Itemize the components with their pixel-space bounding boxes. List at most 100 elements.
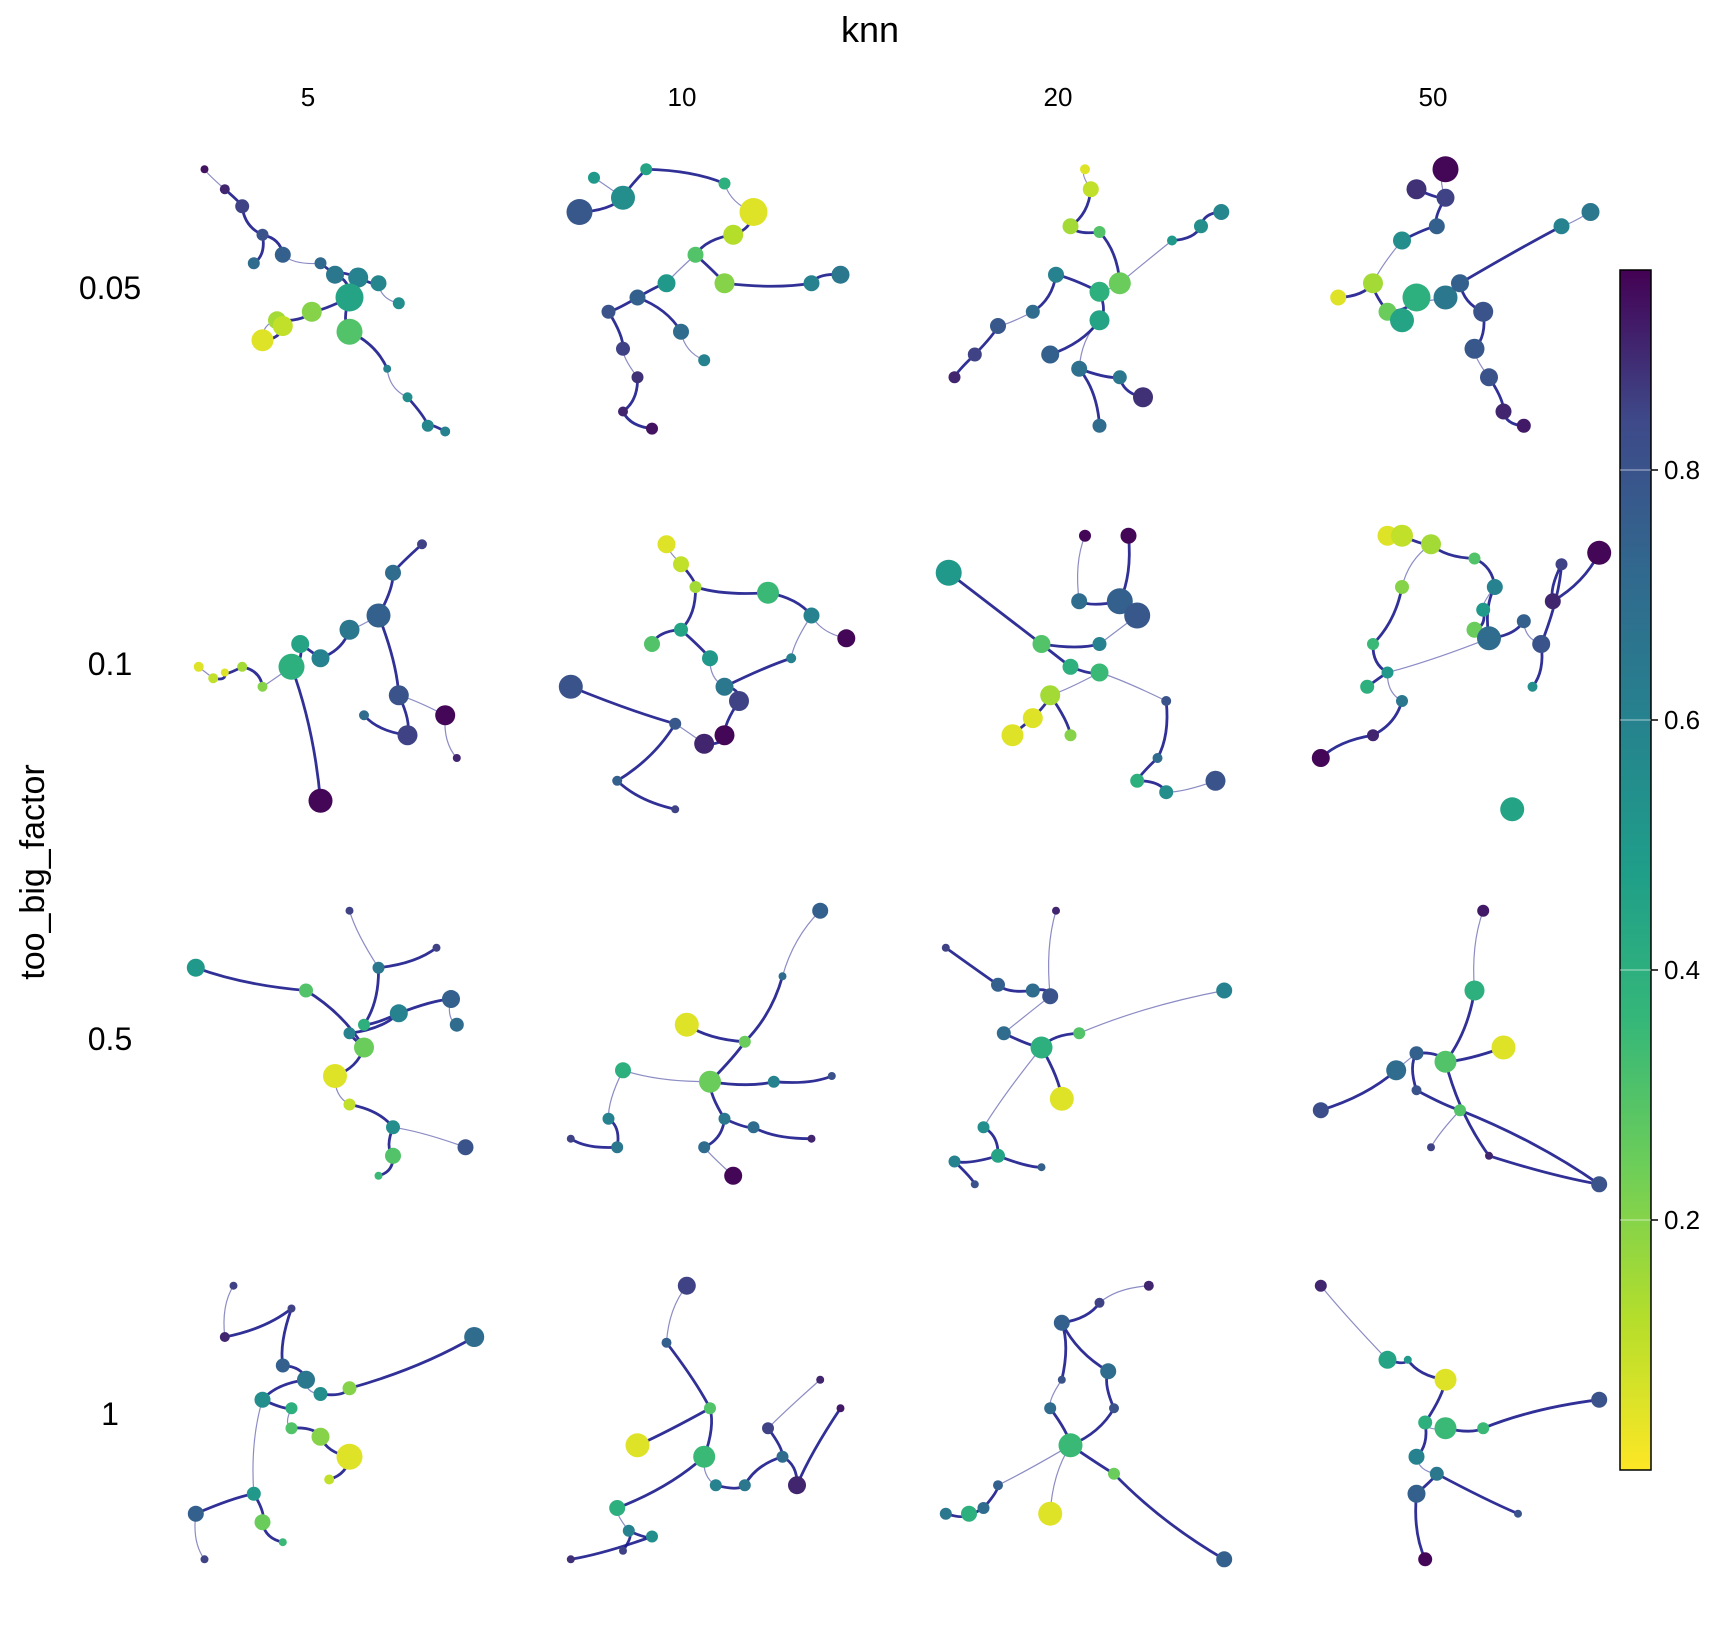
graph-node (343, 1027, 356, 1040)
graph-edge (1156, 700, 1169, 759)
graph-node (786, 653, 797, 664)
graph-node (718, 177, 731, 190)
graph-node (1001, 724, 1024, 747)
graph-edge (1003, 995, 1051, 1034)
column-label-10: 10 (668, 82, 697, 112)
graph-node (1030, 1036, 1053, 1059)
graph-node (314, 257, 327, 270)
graph-node (385, 564, 401, 581)
graph-node (1480, 368, 1498, 387)
graph-node (1025, 304, 1040, 319)
graph-node (1495, 403, 1512, 420)
panel-r2-c2 (941, 906, 1233, 1189)
graph-node (1378, 1350, 1397, 1369)
graph-node (939, 1507, 952, 1520)
graph-node (611, 185, 635, 210)
graph-node (440, 426, 451, 437)
graph-node (1477, 1422, 1490, 1435)
graph-node (254, 1391, 271, 1408)
graph-node (644, 636, 660, 652)
graph-node (704, 1402, 716, 1415)
panel-r1-c2 (935, 527, 1226, 800)
graph-node (1396, 695, 1408, 707)
graph-node (1408, 1448, 1425, 1465)
graph-node (1037, 1163, 1046, 1172)
graph-node (297, 1370, 315, 1389)
graph-node (612, 775, 623, 786)
graph-node (1464, 980, 1485, 1001)
graph-node (996, 1026, 1011, 1041)
graph-node (714, 725, 735, 746)
graph-node (1473, 301, 1494, 322)
graph-edge (1320, 1069, 1398, 1112)
graph-node (1094, 1297, 1105, 1308)
panel-r3-c1 (566, 1276, 845, 1564)
graph-node (308, 788, 333, 813)
graph-edge (982, 1047, 1042, 1128)
graph-node (1427, 1143, 1435, 1152)
graph-node (1073, 1027, 1086, 1040)
graph-node (278, 653, 305, 680)
graph-node (967, 347, 982, 362)
graph-node (640, 163, 653, 176)
graph-node (383, 364, 392, 373)
panel-r3-c2 (939, 1280, 1233, 1568)
graph-node (343, 1098, 356, 1111)
graph-node (1390, 308, 1414, 333)
graph-node (1421, 534, 1441, 555)
graph-node (254, 1514, 271, 1531)
graph-node (1090, 663, 1109, 682)
graph-edge (637, 296, 683, 333)
graph-edge (781, 910, 821, 977)
graph-node (421, 419, 434, 432)
graph-edge (795, 1407, 842, 1486)
graph-node (1133, 387, 1153, 408)
graph-node (1491, 1035, 1516, 1060)
graph-node (991, 1148, 1005, 1163)
graph-node (187, 1505, 204, 1522)
graph-node (1393, 231, 1411, 250)
graph-node (385, 1147, 401, 1164)
graph-node (1032, 635, 1051, 653)
panel-r0-c0 (200, 165, 451, 437)
graph-node (738, 1479, 751, 1492)
colorbar-tick-label: 0.8 (1664, 455, 1700, 485)
graph-node (1402, 283, 1431, 312)
graph-edge (1320, 1285, 1388, 1361)
graph-node (629, 289, 646, 306)
graph-node (219, 184, 230, 195)
graph-node (1477, 904, 1490, 917)
panel-r2-c3 (1312, 904, 1608, 1193)
graph-node (299, 983, 313, 998)
graph-node (1429, 1466, 1444, 1481)
graph-node (1476, 602, 1491, 617)
graph-node (358, 1018, 370, 1031)
graph-node (673, 323, 689, 340)
graph-node (747, 1121, 760, 1134)
graph-node (1062, 658, 1079, 675)
row-label-0-1: 0.1 (88, 646, 132, 682)
graph-edge (1459, 225, 1563, 285)
graph-edge (1078, 367, 1101, 426)
graph-node (449, 1017, 464, 1032)
graph-node (1311, 749, 1330, 767)
graph-node (247, 257, 260, 270)
graph-node (657, 274, 676, 293)
graph-node (1468, 552, 1481, 565)
graph-node (313, 1387, 328, 1401)
graph-node (251, 329, 274, 352)
graph-edge (290, 666, 322, 801)
graph-node (397, 725, 418, 746)
panel-r2-c0 (186, 906, 474, 1180)
graph-node (323, 1064, 347, 1088)
graph-node (326, 265, 344, 284)
graph-edge (1414, 1493, 1427, 1560)
graph-node (342, 1381, 357, 1396)
graph-node (1092, 637, 1107, 651)
graph-node (1434, 1050, 1457, 1073)
graph-node (432, 943, 441, 952)
panel-r1-c1 (558, 535, 856, 814)
graph-node (389, 1004, 408, 1023)
graph-node (1451, 274, 1469, 293)
graph-edge (1372, 586, 1404, 645)
